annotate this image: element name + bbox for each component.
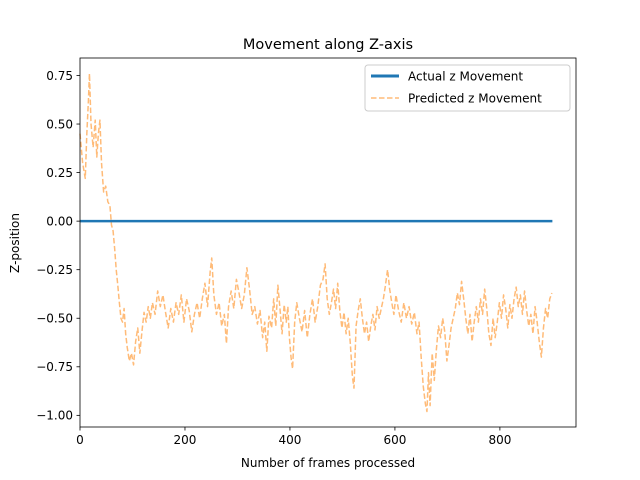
- x-tick-label: 600: [383, 433, 406, 447]
- x-tick-label: 200: [174, 433, 197, 447]
- y-tick-label: −0.25: [36, 263, 73, 277]
- x-tick-label: 0: [76, 433, 84, 447]
- series-layer: [79, 72, 553, 413]
- plot-area: [80, 58, 576, 427]
- series-line-predicted: [79, 72, 553, 413]
- y-tick-label: −0.50: [36, 312, 73, 326]
- chart-title: Movement along Z-axis: [243, 37, 413, 53]
- plot-frame: [79, 57, 577, 428]
- legend-label-actual: Actual z Movement: [408, 70, 523, 84]
- legend: Actual z Movement Predicted z Movement: [364, 64, 571, 112]
- legend-label-predicted: Predicted z Movement: [408, 92, 542, 106]
- legend-box: [364, 64, 571, 112]
- x-axis-ticks: 0 200 400 600 800: [76, 427, 511, 447]
- y-tick-label: 0.25: [46, 166, 73, 180]
- y-axis-label: Z-position: [8, 213, 22, 273]
- y-tick-label: 0.00: [46, 214, 73, 228]
- x-tick-label: 400: [278, 433, 301, 447]
- y-tick-label: −0.75: [36, 360, 73, 374]
- y-tick-label: 0.50: [46, 117, 73, 131]
- y-axis-ticks: −1.00 −0.75 −0.50 −0.25 0.00 0.25 0.50 0.75: [36, 69, 80, 423]
- y-tick-label: −1.00: [36, 409, 73, 423]
- x-tick-label: 800: [488, 433, 511, 447]
- x-axis-label: Number of frames processed: [241, 456, 415, 470]
- y-tick-label: 0.75: [46, 69, 73, 83]
